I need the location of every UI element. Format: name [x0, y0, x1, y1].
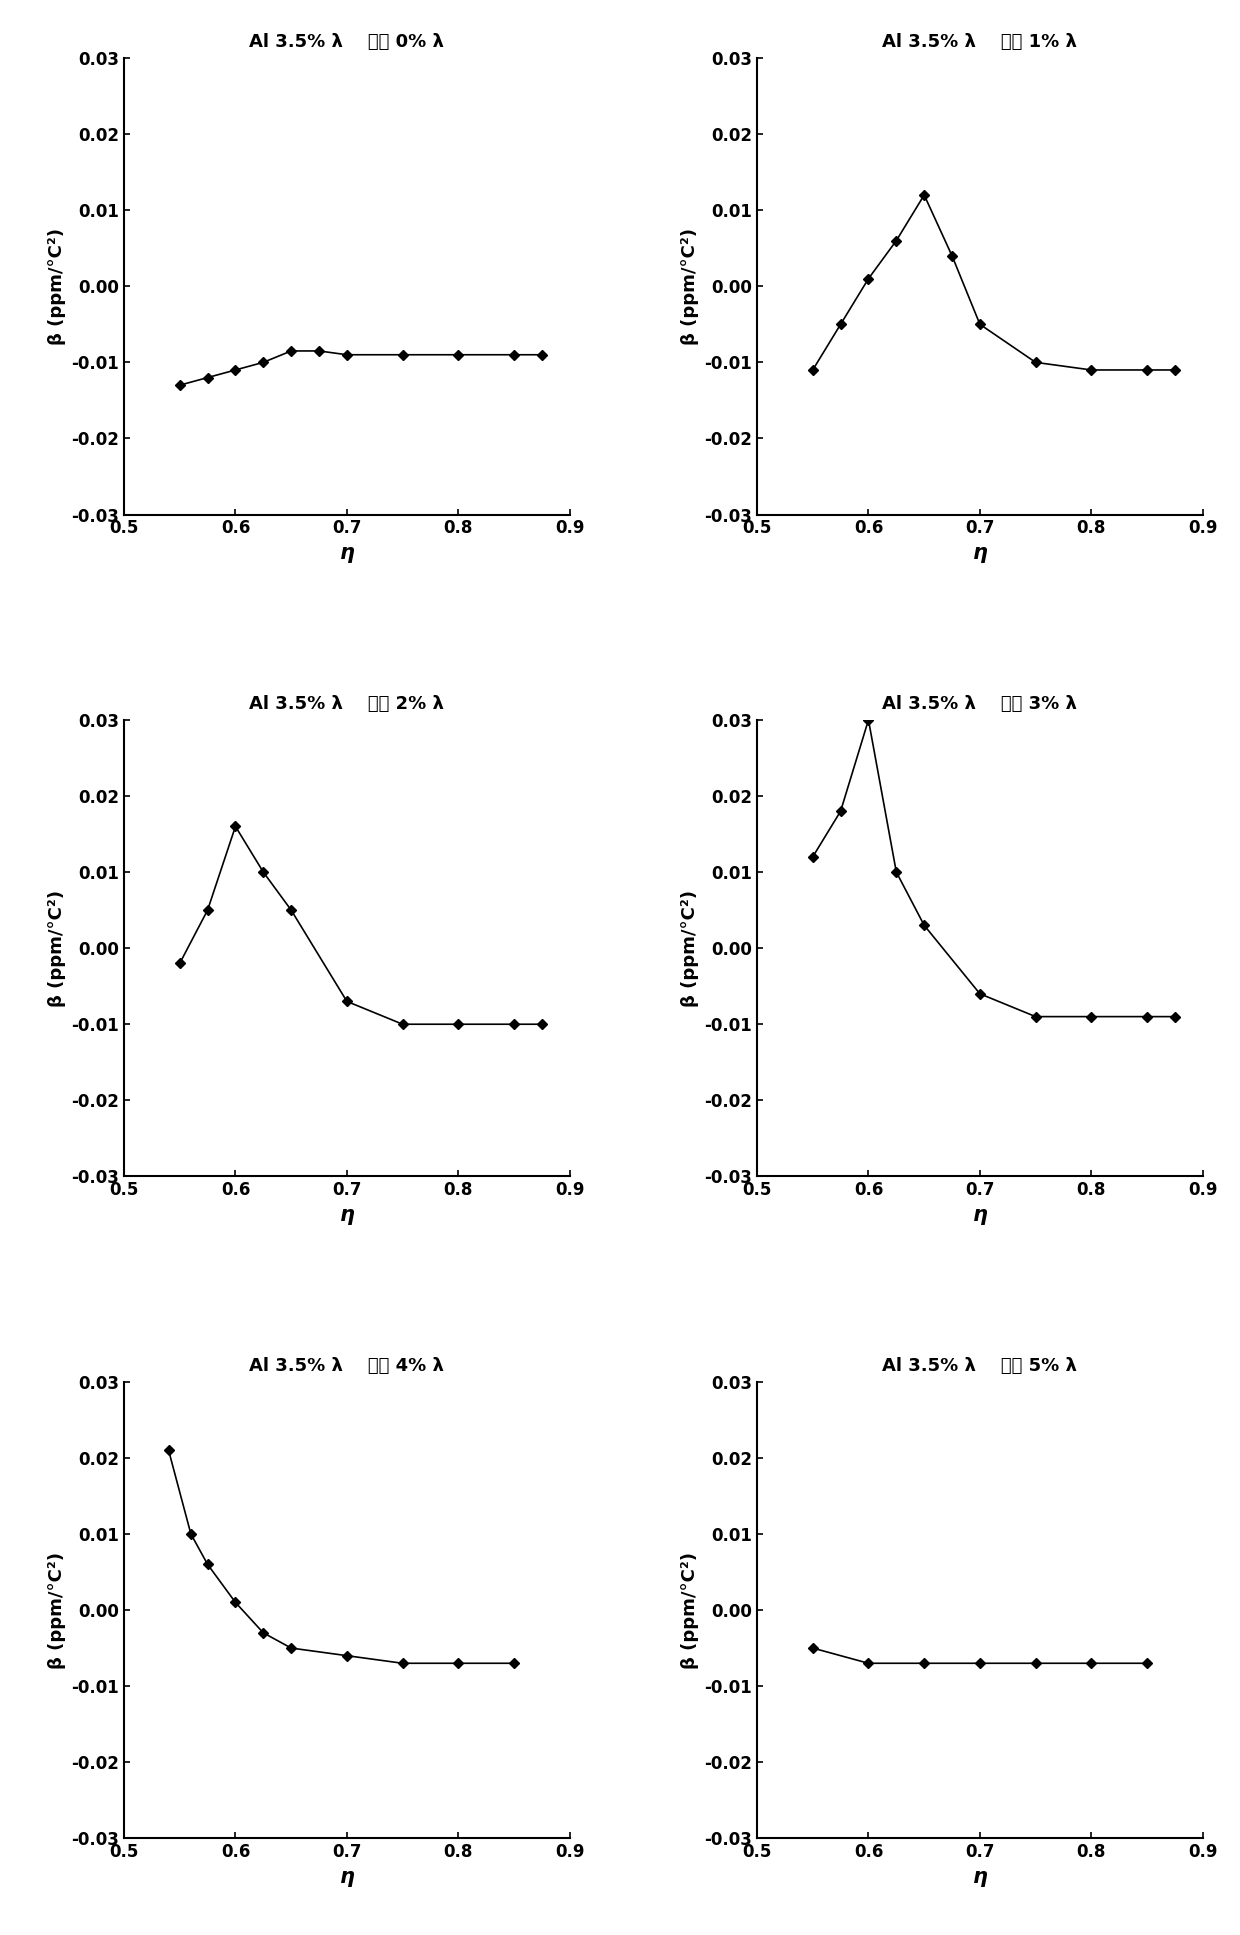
Title: Al 3.5% λ    槽深 1% λ: Al 3.5% λ 槽深 1% λ — [883, 33, 1078, 50]
X-axis label: η: η — [972, 1206, 987, 1225]
Title: Al 3.5% λ    槽深 5% λ: Al 3.5% λ 槽深 5% λ — [883, 1356, 1078, 1374]
Y-axis label: β (ppm/°C²): β (ppm/°C²) — [47, 890, 66, 1006]
Y-axis label: β (ppm/°C²): β (ppm/°C²) — [47, 228, 66, 344]
X-axis label: η: η — [340, 1206, 355, 1225]
Title: Al 3.5% λ    槽深 0% λ: Al 3.5% λ 槽深 0% λ — [249, 33, 444, 50]
Y-axis label: β (ppm/°C²): β (ppm/°C²) — [681, 228, 698, 344]
Title: Al 3.5% λ    槽深 2% λ: Al 3.5% λ 槽深 2% λ — [249, 695, 444, 712]
Title: Al 3.5% λ    槽深 4% λ: Al 3.5% λ 槽深 4% λ — [249, 1356, 444, 1374]
X-axis label: η: η — [972, 544, 987, 563]
X-axis label: η: η — [340, 544, 355, 563]
Y-axis label: β (ppm/°C²): β (ppm/°C²) — [681, 1552, 698, 1668]
Title: Al 3.5% λ    槽深 3% λ: Al 3.5% λ 槽深 3% λ — [883, 695, 1078, 712]
X-axis label: η: η — [340, 1867, 355, 1887]
X-axis label: η: η — [972, 1867, 987, 1887]
Y-axis label: β (ppm/°C²): β (ppm/°C²) — [47, 1552, 66, 1668]
Y-axis label: β (ppm/°C²): β (ppm/°C²) — [681, 890, 698, 1006]
